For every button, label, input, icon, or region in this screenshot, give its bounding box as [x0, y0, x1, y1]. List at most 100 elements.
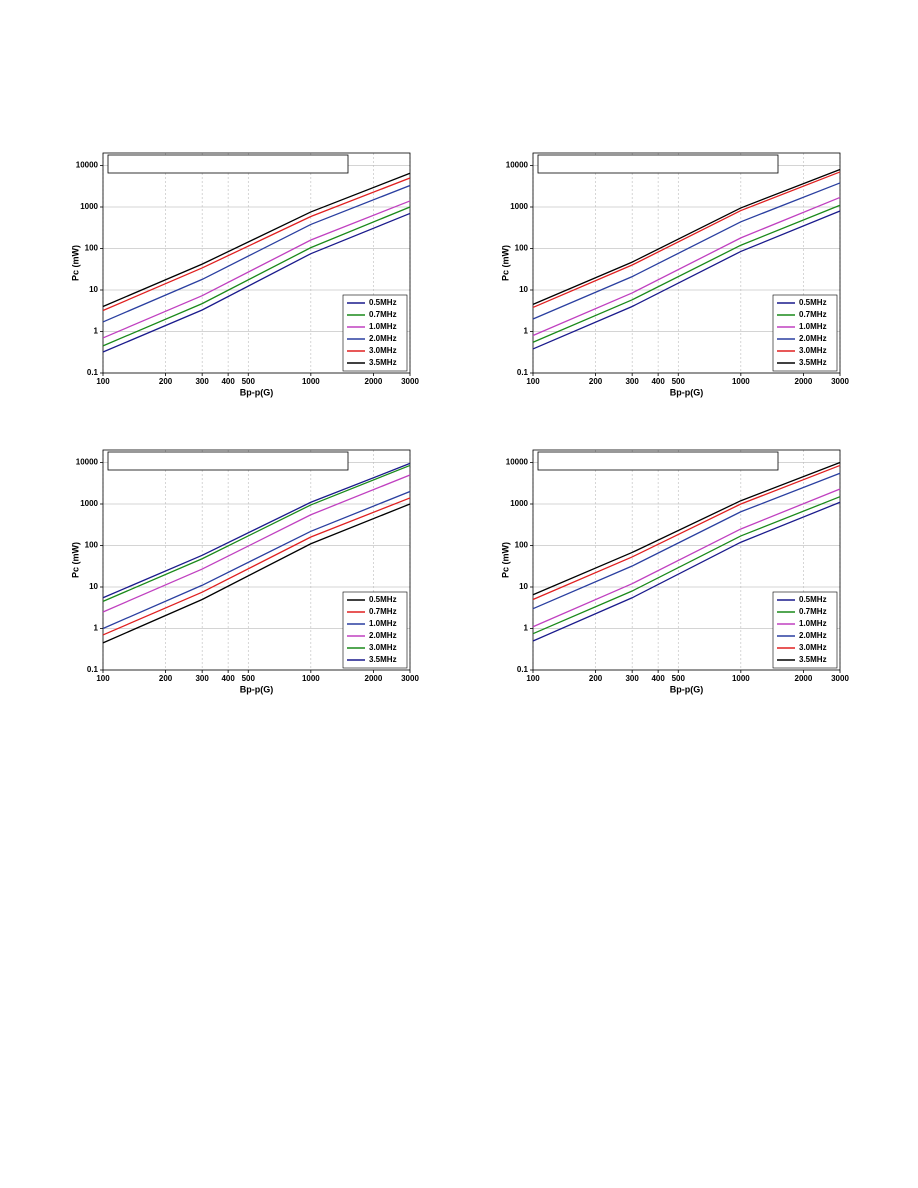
y-tick-label: 10	[89, 582, 98, 591]
y-axis-label: Pc (mW)	[500, 245, 510, 281]
y-tick-label: 1	[94, 327, 99, 336]
x-tick-label: 500	[672, 377, 686, 386]
y-tick-label: 100	[85, 244, 99, 253]
legend-box	[772, 294, 838, 372]
x-tick-label: 1000	[302, 377, 320, 386]
chart: 0.1 1 10 100 1000 10000 100 200 300 400 500 1000 200…	[500, 449, 849, 694]
y-tick-label: 1000	[510, 202, 528, 211]
y-tick-label: 1	[94, 624, 99, 633]
y-tick-label: 100	[515, 541, 529, 550]
y-tick-label: 0.1	[517, 368, 529, 377]
x-tick-label: 500	[242, 674, 256, 683]
x-tick-label: 3000	[831, 674, 849, 683]
legend-label: 2.0MHz	[369, 334, 397, 343]
y-tick-label: 0.1	[517, 665, 529, 674]
x-tick-label: 300	[195, 674, 209, 683]
series-line	[102, 464, 411, 602]
x-axis-label: Bp-p(G)	[240, 684, 274, 694]
y-axis-label: Pc (mW)	[500, 542, 510, 578]
y-tick-label: 10	[89, 285, 98, 294]
y-tick-label: 1000	[510, 499, 528, 508]
title-box	[107, 451, 349, 471]
y-tick-label: 10000	[506, 458, 529, 467]
series-line	[102, 462, 411, 599]
series-line	[532, 171, 841, 309]
x-axis-label: Bp-p(G)	[670, 684, 704, 694]
series-line	[532, 464, 841, 601]
x-tick-label: 3000	[401, 674, 419, 683]
x-tick-label: 1000	[732, 674, 750, 683]
x-tick-label: 2000	[365, 674, 383, 683]
series-line	[102, 200, 411, 339]
series-line	[532, 461, 841, 596]
series-line	[532, 204, 841, 343]
chart: 0.1 1 10 100 1000 10000 100 200 300 400 500 1000 200…	[500, 152, 849, 397]
legend-label: 0.5MHz	[799, 595, 827, 604]
legend-label: 3.5MHz	[369, 358, 397, 367]
x-tick-label: 400	[651, 377, 665, 386]
legend-label: 3.0MHz	[369, 643, 397, 652]
x-tick-label: 1000	[732, 377, 750, 386]
y-tick-label: 10000	[76, 161, 99, 170]
x-tick-label: 2000	[365, 377, 383, 386]
legend-box	[342, 294, 408, 372]
plot-frame	[102, 152, 411, 374]
y-tick-label: 10000	[76, 458, 99, 467]
x-tick-label: 300	[625, 377, 639, 386]
series-line	[102, 497, 411, 636]
x-tick-label: 100	[526, 377, 540, 386]
legend-label: 0.5MHz	[369, 595, 397, 604]
series-line	[102, 172, 411, 308]
x-axis-label: Bp-p(G)	[670, 387, 704, 397]
plot-frame	[102, 449, 411, 671]
y-tick-label: 1000	[80, 499, 98, 508]
x-tick-label: 500	[242, 377, 256, 386]
legend-label: 0.7MHz	[369, 607, 397, 616]
legend-label: 0.7MHz	[799, 607, 827, 616]
plot-frame	[532, 152, 841, 374]
legend-label: 1.0MHz	[369, 322, 397, 331]
legend-label: 1.0MHz	[369, 619, 397, 628]
series-line	[532, 472, 841, 610]
y-tick-label: 0.1	[87, 368, 99, 377]
series-line	[532, 196, 841, 337]
legend-label: 3.0MHz	[799, 346, 827, 355]
y-tick-label: 10	[519, 285, 528, 294]
x-tick-label: 100	[526, 674, 540, 683]
x-tick-label: 1000	[302, 674, 320, 683]
legend-label: 2.0MHz	[369, 631, 397, 640]
chart: 0.1 1 10 100 1000 10000 100 200 300 400 500 1000 200…	[70, 152, 419, 397]
series-line	[532, 496, 841, 635]
x-tick-label: 200	[159, 674, 173, 683]
legend-box	[342, 591, 408, 669]
title-box	[537, 154, 779, 174]
legend-box	[772, 591, 838, 669]
y-tick-label: 1000	[80, 202, 98, 211]
series-line	[532, 182, 841, 320]
legend-label: 2.0MHz	[799, 631, 827, 640]
x-tick-label: 2000	[795, 377, 813, 386]
series-line	[102, 474, 411, 613]
series-line	[102, 503, 411, 644]
series-line	[102, 490, 411, 630]
y-tick-label: 0.1	[87, 665, 99, 674]
legend-label: 0.5MHz	[799, 298, 827, 307]
series-line	[532, 168, 841, 305]
chart: 0.1 1 10 100 1000 10000 100 200 300 400 500 1000 200…	[70, 449, 419, 694]
series-line	[102, 206, 411, 347]
legend-label: 2.0MHz	[799, 334, 827, 343]
x-tick-label: 200	[589, 674, 603, 683]
title-box	[107, 154, 349, 174]
title-box	[537, 451, 779, 471]
x-tick-label: 400	[651, 674, 665, 683]
y-axis-label: Pc (mW)	[70, 245, 80, 281]
x-tick-label: 500	[672, 674, 686, 683]
legend-label: 3.0MHz	[799, 643, 827, 652]
legend-label: 0.7MHz	[799, 310, 827, 319]
legend-label: 0.7MHz	[369, 310, 397, 319]
x-axis-label: Bp-p(G)	[240, 387, 274, 397]
x-tick-label: 100	[96, 674, 110, 683]
legend-label: 1.0MHz	[799, 322, 827, 331]
y-tick-label: 100	[515, 244, 529, 253]
